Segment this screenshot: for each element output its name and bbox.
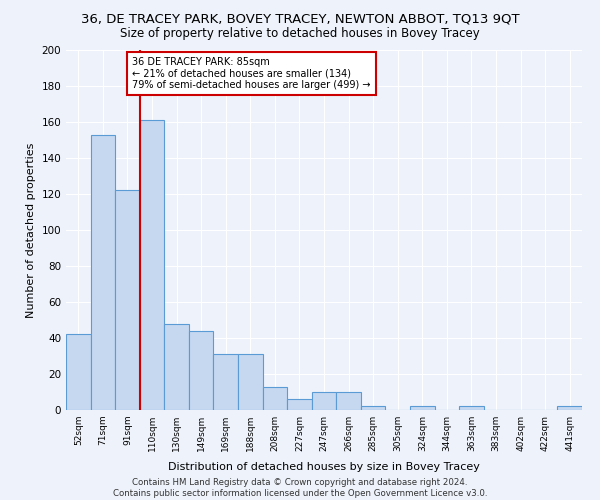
- Bar: [361, 406, 385, 410]
- Bar: [115, 190, 140, 410]
- Y-axis label: Number of detached properties: Number of detached properties: [26, 142, 36, 318]
- Text: 36, DE TRACEY PARK, BOVEY TRACEY, NEWTON ABBOT, TQ13 9QT: 36, DE TRACEY PARK, BOVEY TRACEY, NEWTON…: [80, 12, 520, 26]
- Bar: [263, 386, 287, 410]
- Bar: [214, 354, 238, 410]
- Bar: [459, 406, 484, 410]
- Bar: [164, 324, 189, 410]
- Bar: [189, 331, 214, 410]
- Bar: [91, 134, 115, 410]
- Bar: [287, 399, 312, 410]
- Text: 36 DE TRACEY PARK: 85sqm
← 21% of detached houses are smaller (134)
79% of semi-: 36 DE TRACEY PARK: 85sqm ← 21% of detach…: [133, 57, 371, 90]
- Text: Contains HM Land Registry data © Crown copyright and database right 2024.
Contai: Contains HM Land Registry data © Crown c…: [113, 478, 487, 498]
- Bar: [336, 392, 361, 410]
- Bar: [312, 392, 336, 410]
- Bar: [238, 354, 263, 410]
- Bar: [410, 406, 434, 410]
- Bar: [66, 334, 91, 410]
- X-axis label: Distribution of detached houses by size in Bovey Tracey: Distribution of detached houses by size …: [168, 462, 480, 472]
- Bar: [557, 406, 582, 410]
- Bar: [140, 120, 164, 410]
- Text: Size of property relative to detached houses in Bovey Tracey: Size of property relative to detached ho…: [120, 28, 480, 40]
